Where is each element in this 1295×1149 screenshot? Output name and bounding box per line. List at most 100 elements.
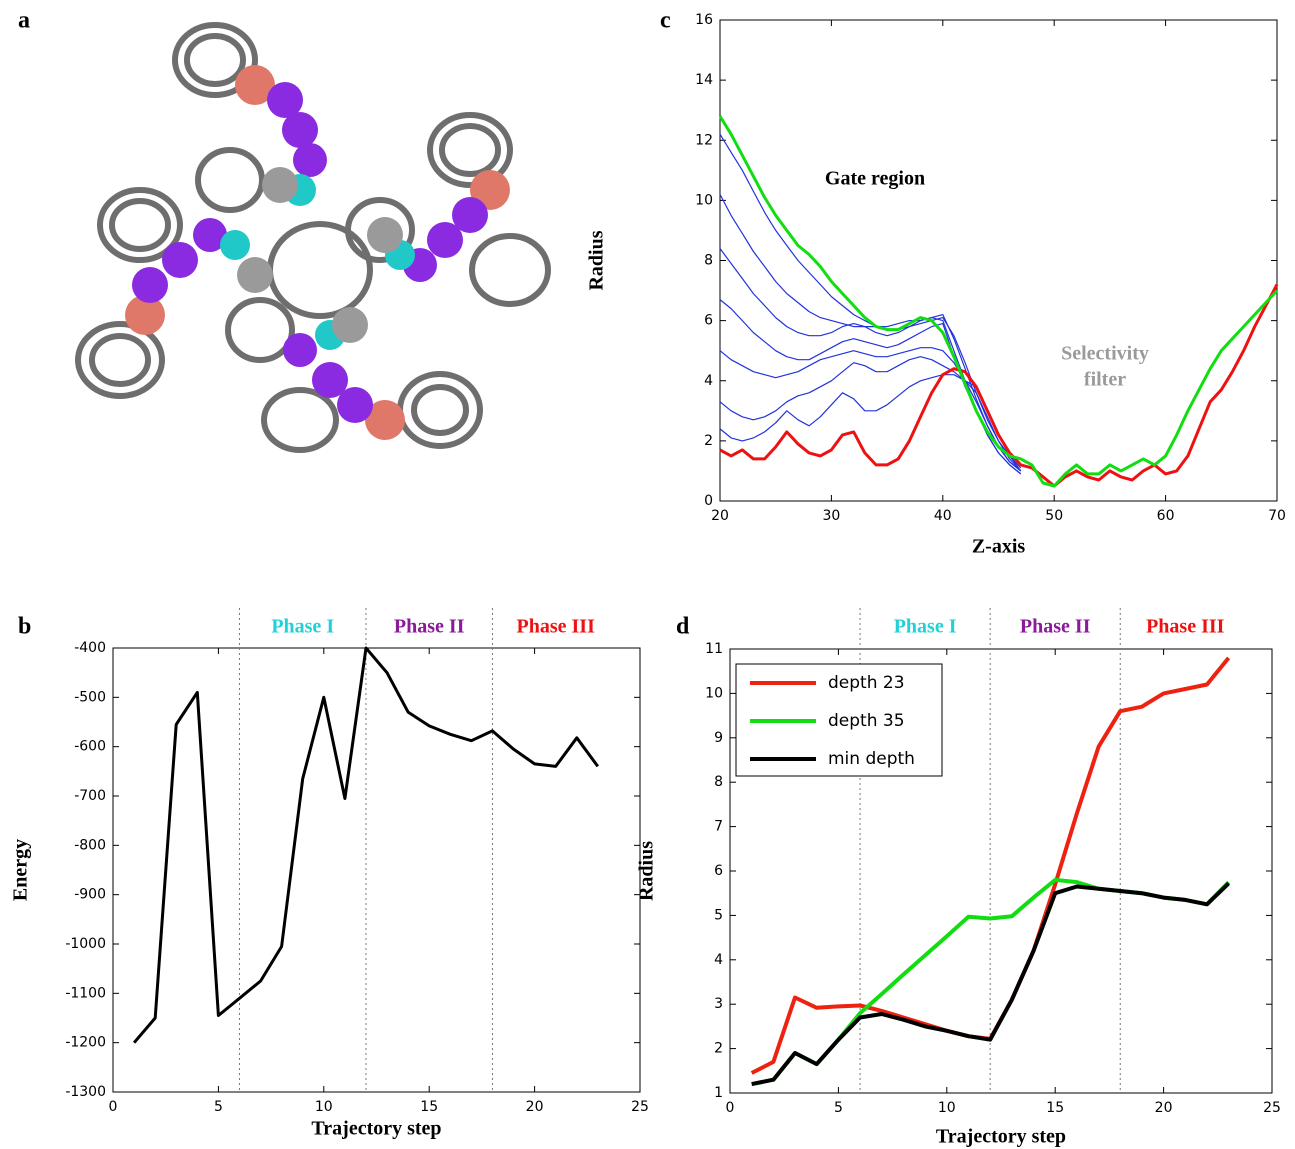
y-tick-label: 4 bbox=[714, 952, 723, 968]
sphere bbox=[132, 267, 168, 303]
sphere bbox=[312, 362, 348, 398]
phase-label: Phase II bbox=[1020, 616, 1091, 638]
y-tick-label: 10 bbox=[695, 192, 713, 208]
helix bbox=[187, 36, 243, 84]
y-axis-label: Radius bbox=[636, 841, 658, 901]
y-tick-label: 8 bbox=[714, 774, 723, 790]
y-tick-label: 8 bbox=[704, 253, 713, 269]
x-tick-label: 50 bbox=[1045, 508, 1063, 524]
helix bbox=[112, 201, 168, 249]
legend-label: min depth bbox=[828, 749, 915, 769]
sphere bbox=[427, 222, 463, 258]
y-tick-label: 9 bbox=[714, 730, 723, 746]
sphere bbox=[162, 242, 198, 278]
y-tick-label: -800 bbox=[74, 837, 106, 853]
x-axis-label: Trajectory step bbox=[936, 1126, 1066, 1148]
y-tick-label: -500 bbox=[74, 689, 106, 705]
y-tick-label: -700 bbox=[74, 788, 106, 804]
x-axis-label: Z-axis bbox=[972, 536, 1026, 558]
data-line bbox=[720, 285, 1277, 487]
y-tick-label: 2 bbox=[704, 433, 713, 449]
sphere bbox=[220, 230, 250, 260]
y-tick-label: 4 bbox=[704, 373, 713, 389]
x-tick-label: 25 bbox=[1263, 1100, 1281, 1116]
x-tick-label: 15 bbox=[420, 1099, 438, 1115]
phase-label: Phase I bbox=[894, 616, 957, 638]
helix bbox=[228, 300, 292, 360]
helix bbox=[198, 150, 262, 210]
y-tick-label: 6 bbox=[714, 863, 723, 879]
y-tick-label: 11 bbox=[705, 641, 723, 657]
helix bbox=[472, 236, 548, 304]
y-tick-label: 7 bbox=[714, 819, 723, 835]
sphere bbox=[262, 167, 298, 203]
sphere bbox=[367, 217, 403, 253]
panel-label: a bbox=[18, 8, 30, 34]
panel-label: d bbox=[676, 614, 690, 640]
x-tick-label: 20 bbox=[526, 1099, 544, 1115]
x-tick-label: 20 bbox=[711, 508, 729, 524]
y-tick-label: -900 bbox=[74, 887, 106, 903]
annotation: filter bbox=[1084, 369, 1126, 391]
x-tick-label: 0 bbox=[726, 1100, 735, 1116]
annotation: Selectivity bbox=[1061, 343, 1149, 365]
panel-label: b bbox=[18, 614, 31, 640]
x-tick-label: 15 bbox=[1046, 1100, 1064, 1116]
figure: a bbox=[0, 0, 1295, 1149]
legend-label: depth 23 bbox=[828, 673, 905, 693]
x-tick-label: 5 bbox=[834, 1100, 843, 1116]
y-tick-label: -1300 bbox=[65, 1084, 106, 1100]
x-tick-label: 30 bbox=[822, 508, 840, 524]
x-tick-label: 0 bbox=[109, 1099, 118, 1115]
helix bbox=[92, 336, 148, 384]
y-tick-label: 12 bbox=[695, 132, 713, 148]
sphere bbox=[293, 143, 327, 177]
x-tick-label: 5 bbox=[214, 1099, 223, 1115]
y-tick-label: 16 bbox=[695, 12, 713, 28]
x-axis-label: Trajectory step bbox=[311, 1118, 441, 1140]
x-tick-label: 25 bbox=[631, 1099, 649, 1115]
protein-structure bbox=[78, 25, 548, 450]
plot-frame bbox=[720, 20, 1277, 501]
helix bbox=[442, 126, 498, 174]
y-tick-label: 1 bbox=[714, 1085, 723, 1101]
data-line bbox=[720, 194, 1021, 471]
phase-label: Phase II bbox=[394, 616, 465, 638]
sphere bbox=[332, 307, 368, 343]
annotation: Gate region bbox=[825, 168, 925, 190]
y-tick-label: -1100 bbox=[65, 985, 106, 1001]
y-tick-label: -400 bbox=[74, 640, 106, 656]
x-tick-label: 10 bbox=[315, 1099, 333, 1115]
sphere bbox=[283, 333, 317, 367]
x-tick-label: 70 bbox=[1268, 508, 1286, 524]
phase-label: Phase I bbox=[271, 616, 334, 638]
helix bbox=[264, 390, 336, 450]
data-line bbox=[720, 116, 1277, 486]
x-tick-label: 40 bbox=[934, 508, 952, 524]
y-tick-label: -600 bbox=[74, 739, 106, 755]
y-tick-label: 10 bbox=[705, 685, 723, 701]
x-tick-label: 10 bbox=[938, 1100, 956, 1116]
y-tick-label: -1000 bbox=[65, 936, 106, 952]
y-tick-label: 14 bbox=[695, 72, 713, 88]
x-tick-label: 60 bbox=[1157, 508, 1175, 524]
panel-label: c bbox=[660, 8, 671, 34]
phase-label: Phase III bbox=[1146, 616, 1225, 638]
data-line bbox=[720, 249, 1021, 474]
y-tick-label: 2 bbox=[714, 1041, 723, 1057]
y-axis-label: Radius bbox=[586, 230, 608, 290]
data-line bbox=[720, 357, 1021, 471]
sphere bbox=[282, 112, 318, 148]
sphere bbox=[237, 257, 273, 293]
y-tick-label: 5 bbox=[714, 907, 723, 923]
helix bbox=[270, 224, 370, 316]
phase-label: Phase III bbox=[517, 616, 596, 638]
helices bbox=[78, 25, 548, 450]
y-tick-label: 6 bbox=[704, 313, 713, 329]
y-axis-label: Energy bbox=[10, 839, 32, 901]
y-tick-label: 0 bbox=[704, 493, 713, 509]
plot-frame bbox=[113, 648, 640, 1092]
x-tick-label: 20 bbox=[1155, 1100, 1173, 1116]
helix bbox=[414, 387, 466, 433]
